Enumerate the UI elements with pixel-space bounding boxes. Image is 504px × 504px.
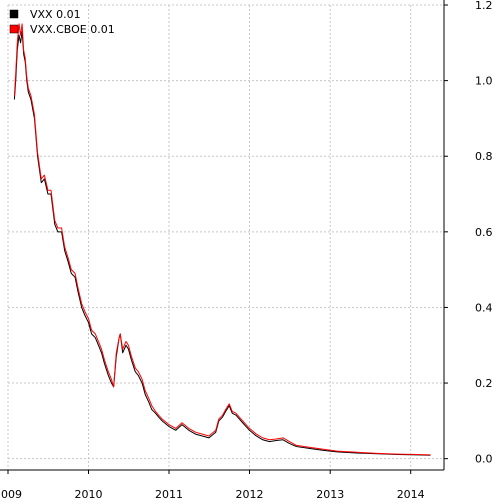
legend: VXX 0.01 VXX.CBOE 0.01 bbox=[9, 8, 115, 36]
y-tick-label: 0.0 bbox=[475, 453, 493, 466]
y-tick-label: 1.2 bbox=[475, 0, 493, 12]
legend-label-0: VXX 0.01 bbox=[30, 8, 81, 21]
legend-label-1: VXX.CBOE 0.01 bbox=[30, 23, 115, 36]
series-line-0 bbox=[13, 30, 431, 456]
axes: 2009 2010 2011 2012 2013 2014 0.0 0.2 0.4 0.6 0.8 1… bbox=[0, 0, 493, 501]
x-tick-label: 2011 bbox=[155, 488, 183, 501]
x-tick-label: 2013 bbox=[316, 488, 344, 501]
x-tick-label: 2009 bbox=[0, 488, 22, 501]
x-tick-label: 2010 bbox=[74, 488, 102, 501]
legend-swatch-0 bbox=[9, 9, 19, 19]
y-tick-label: 0.4 bbox=[475, 301, 493, 314]
x-tick-label: 2012 bbox=[235, 488, 263, 501]
y-tick-label: 0.8 bbox=[475, 150, 493, 163]
y-tick-label: 0.2 bbox=[475, 377, 493, 390]
series-lines bbox=[13, 23, 431, 456]
legend-swatch-1 bbox=[9, 24, 19, 34]
y-tick-label: 0.6 bbox=[475, 226, 493, 239]
series-line-1 bbox=[13, 23, 431, 456]
y-tick-label: 1.0 bbox=[475, 75, 493, 88]
x-tick-label: 2014 bbox=[397, 488, 425, 501]
